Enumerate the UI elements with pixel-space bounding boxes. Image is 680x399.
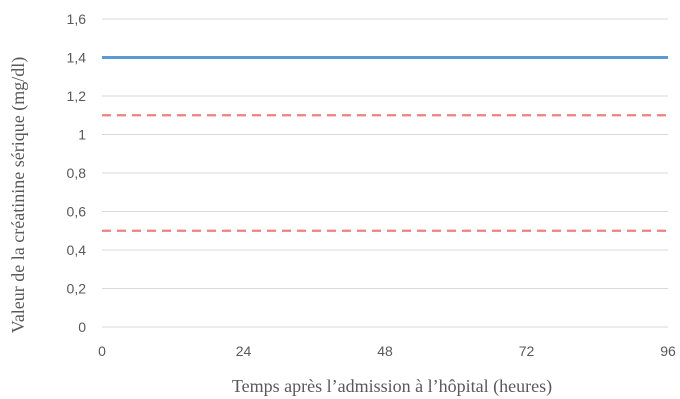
- y-tick-label: 0,6: [67, 204, 87, 220]
- y-tick-label: 0: [78, 319, 86, 335]
- x-tick-label: 0: [98, 343, 106, 359]
- series-group: [102, 56, 668, 232]
- y-axis-ticks: 0 0,2 0,4 0,6 0,8 1 1,2 1,4 1,6: [67, 11, 87, 335]
- y-tick-label: 1,6: [67, 11, 87, 27]
- gridlines: [102, 18, 668, 328]
- x-axis-title: Temps après l’admission à l’hôpital (heu…: [232, 376, 552, 397]
- y-tick-label: 0,4: [67, 242, 87, 258]
- y-tick-label: 1,2: [67, 88, 87, 104]
- x-tick-label: 96: [660, 343, 676, 359]
- y-tick-label: 1: [78, 127, 86, 143]
- x-tick-label: 72: [519, 343, 535, 359]
- y-tick-label: 0,2: [67, 281, 87, 297]
- y-tick-label: 0,8: [67, 165, 87, 181]
- x-axis-ticks: 0 24 48 72 96: [98, 343, 676, 359]
- x-tick-label: 24: [236, 343, 252, 359]
- x-tick-label: 48: [377, 343, 393, 359]
- y-tick-label: 1,4: [67, 50, 87, 66]
- y-axis-title: Valeur de la créatinine sérique (mg/dl): [8, 57, 29, 333]
